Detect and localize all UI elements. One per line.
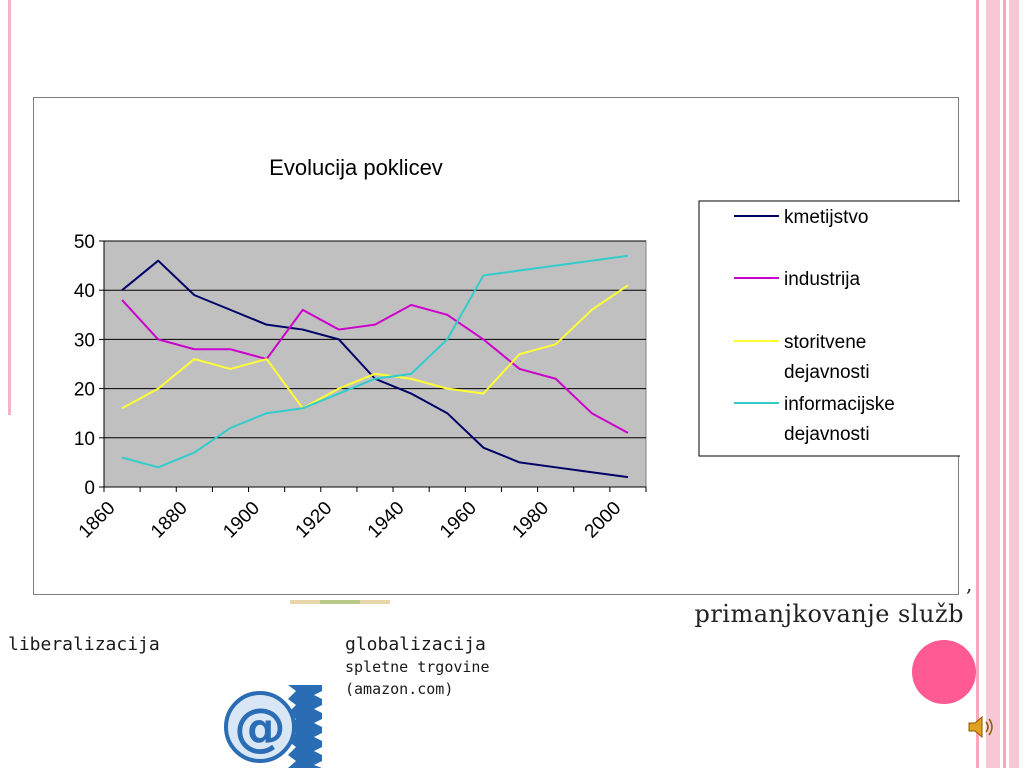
globalization-block: globalizacija spletne trgovine (amazon.c… [345, 634, 490, 700]
x-tick-label: 1900 [219, 498, 264, 543]
x-tick-label: 1940 [364, 498, 409, 543]
globalization-line-2: spletne trgovine [345, 658, 490, 676]
chart-title: Evolucija poklicev [269, 155, 443, 180]
legend-label: dejavnosti [784, 362, 870, 383]
legend-label: dejavnosti [784, 424, 870, 445]
legend-label: industrija [784, 269, 860, 290]
speaker-icon[interactable] [966, 712, 996, 742]
right-decorative-stripes [976, 0, 1024, 768]
x-tick-label: 1860 [75, 498, 120, 543]
y-tick-label: 20 [74, 380, 95, 401]
y-tick-label: 0 [84, 478, 95, 499]
y-tick-label: 10 [74, 429, 95, 450]
x-tick-label: 1960 [436, 498, 481, 543]
chart-container: Evolucija poklicev 0 10 20 30 40 50 1860 1880 19… [33, 97, 960, 595]
x-tick-label: 1920 [292, 498, 337, 543]
line-chart: Evolucija poklicev 0 10 20 30 40 50 1860 1880 19… [74, 155, 960, 543]
legend-label: informacijske [784, 394, 895, 415]
series-line-2 [121, 284, 629, 410]
left-decorative-stripe [8, 0, 11, 415]
svg-text:@: @ [234, 698, 286, 758]
y-tick-label: 30 [74, 330, 95, 351]
x-tick-label: 1980 [508, 498, 553, 543]
slide-trailing-text: primanjkovanje služb [694, 600, 964, 628]
pink-circle-decoration [912, 640, 976, 704]
at-sign-logo-icon: @ [218, 685, 322, 768]
globalization-line-3: (amazon.com) [345, 680, 454, 698]
gridlines [104, 240, 646, 439]
legend-label: storitvene [784, 332, 866, 353]
liberalization-label: liberalizacija [8, 634, 160, 655]
series-lines [121, 254, 629, 479]
legend-label: kmetijstvo [784, 207, 868, 228]
legend-box [698, 200, 960, 457]
x-tick-label: 2000 [581, 498, 626, 543]
y-tick-label: 50 [74, 232, 95, 253]
globalization-title: globalizacija [345, 634, 486, 655]
legend: kmetijstvo industrija storitvene dejavnosti… [698, 200, 960, 457]
stray-comma: , [966, 572, 973, 596]
partial-image-strip [290, 600, 390, 604]
plot-area [103, 240, 647, 488]
series-line-1 [121, 299, 629, 434]
x-tick-label: 1880 [147, 498, 192, 543]
y-tick-label: 40 [74, 281, 95, 302]
series-line-3 [121, 254, 629, 469]
